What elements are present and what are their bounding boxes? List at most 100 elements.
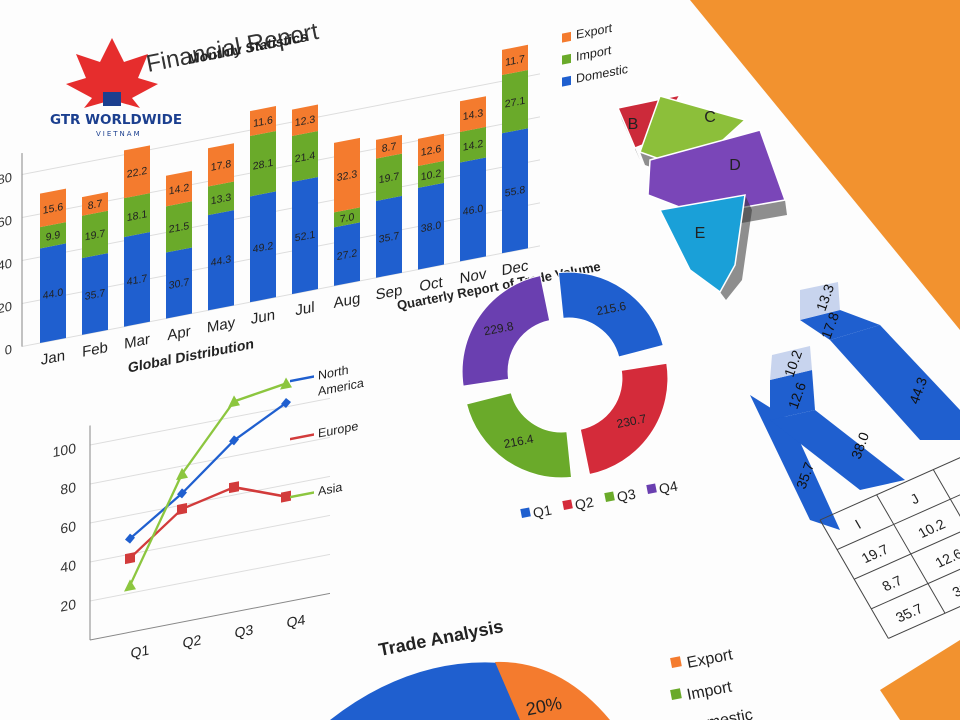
table-header-cell: I xyxy=(852,516,864,531)
bar-value-label: 52.1 xyxy=(295,229,316,245)
table-cell: 38.0 xyxy=(949,575,960,600)
line-point xyxy=(281,490,291,503)
legend-swatch xyxy=(670,656,682,668)
bar-value-label: 35.7 xyxy=(85,287,106,303)
bar-domestic xyxy=(124,232,150,327)
line-point xyxy=(228,395,240,408)
x-tick-label: Feb xyxy=(82,339,108,361)
bar-value-label: 12.3 xyxy=(295,113,316,129)
bar-value-label: 17.8 xyxy=(211,158,232,174)
y-tick-label: 0 xyxy=(5,342,12,358)
legend-label: North xyxy=(318,363,349,383)
bar-value-label: 38.0 xyxy=(421,219,442,235)
bar-value-label: 13.3 xyxy=(211,191,232,207)
x-tick-label: Mar xyxy=(124,331,150,353)
bar-domestic xyxy=(82,253,108,335)
donut-slice-q4 xyxy=(461,274,551,387)
bar-export xyxy=(418,133,444,166)
table-grid: IJK19.710.28.712.635.738.0 xyxy=(819,443,960,639)
table-rule xyxy=(836,473,960,551)
x-tick-label: Jan xyxy=(41,347,65,369)
bar-segment xyxy=(800,310,880,340)
bar-value-label: 10.2 xyxy=(421,167,442,183)
bar-value-label: 19.7 xyxy=(85,228,106,244)
bar-export xyxy=(502,44,528,76)
bar-import xyxy=(82,210,108,259)
line-point xyxy=(177,488,187,499)
bar-segment xyxy=(770,410,905,490)
x-tick-label: Aug xyxy=(334,290,361,312)
slice-label: C xyxy=(704,109,716,126)
x-tick-label: Q3 xyxy=(235,621,254,641)
legend-line xyxy=(290,491,314,499)
bar-value-label: 14.3 xyxy=(463,107,484,123)
y-tick-label: 80 xyxy=(0,170,12,188)
bar-import xyxy=(292,130,318,183)
y-tick-label: 100 xyxy=(53,440,76,460)
table-rule xyxy=(819,443,960,521)
x-tick-label: May xyxy=(207,314,236,336)
line-point xyxy=(177,503,187,515)
pie-slice-export xyxy=(495,661,610,720)
grid-line xyxy=(22,202,540,305)
grid-line xyxy=(90,553,330,602)
bar-import xyxy=(208,181,234,216)
bar-import xyxy=(40,222,66,249)
logo-country: VIETNAM xyxy=(96,130,142,138)
bar-value-label: 12.6 xyxy=(421,143,442,159)
bar-value-label: 55.8 xyxy=(505,184,526,200)
legend-label: Q3 xyxy=(616,486,638,505)
x-tick-label: Q2 xyxy=(183,631,202,651)
legend-line xyxy=(290,375,314,383)
line-point xyxy=(125,552,135,565)
legend-swatch xyxy=(604,491,615,502)
legend-label: Q4 xyxy=(658,478,680,497)
legend-line xyxy=(290,433,314,441)
legend-swatch xyxy=(562,75,571,87)
donut-slice-q3 xyxy=(465,392,573,479)
bar-value-label: 18.1 xyxy=(127,208,148,224)
bar-value-label: 27.1 xyxy=(505,95,526,111)
bar-segment xyxy=(830,325,960,440)
bar-domestic xyxy=(250,191,276,303)
bar-domestic xyxy=(334,222,360,286)
quarterly-trade-volume-chart: Quarterly Report of Trade Volume 215.623… xyxy=(396,259,680,521)
grid-line xyxy=(90,397,330,446)
line-asia xyxy=(128,382,287,586)
bar-import xyxy=(418,160,444,188)
slice-value-label: 216.4 xyxy=(503,432,535,452)
bar-domestic xyxy=(166,247,192,319)
x-tick-label: Oct xyxy=(419,274,443,296)
grid-line xyxy=(22,116,540,219)
bar-value-label: 9.9 xyxy=(46,229,61,244)
bar-value-label: 11.6 xyxy=(253,114,273,130)
pie-slice-e xyxy=(658,194,746,294)
bar-import xyxy=(460,126,486,163)
bar-export xyxy=(334,137,360,213)
bar-value-label: 46.0 xyxy=(463,203,484,219)
pie-slice-side xyxy=(720,195,752,300)
grid-line xyxy=(22,245,540,348)
bar-import xyxy=(502,69,528,134)
bar-value-label: 15.6 xyxy=(43,201,64,217)
bar-value-label: 8.7 xyxy=(382,140,397,155)
bar-value-label: 32.3 xyxy=(337,168,358,184)
bar-value-label: 14.2 xyxy=(463,138,484,154)
line-point xyxy=(124,579,136,592)
bar-import xyxy=(250,130,276,197)
line-point xyxy=(229,481,239,494)
line-point xyxy=(281,398,291,409)
bar-domestic xyxy=(418,182,444,270)
line-point xyxy=(229,435,239,446)
bar-import xyxy=(166,201,192,253)
bar-domestic xyxy=(40,243,66,344)
bar-segment xyxy=(750,395,840,530)
legend-swatch xyxy=(646,483,657,494)
bar-value-label: 44.0 xyxy=(43,286,64,302)
legend-swatch xyxy=(562,53,571,65)
bar-export xyxy=(40,188,66,228)
bar-domestic xyxy=(376,195,402,278)
line-north-america xyxy=(129,402,287,540)
